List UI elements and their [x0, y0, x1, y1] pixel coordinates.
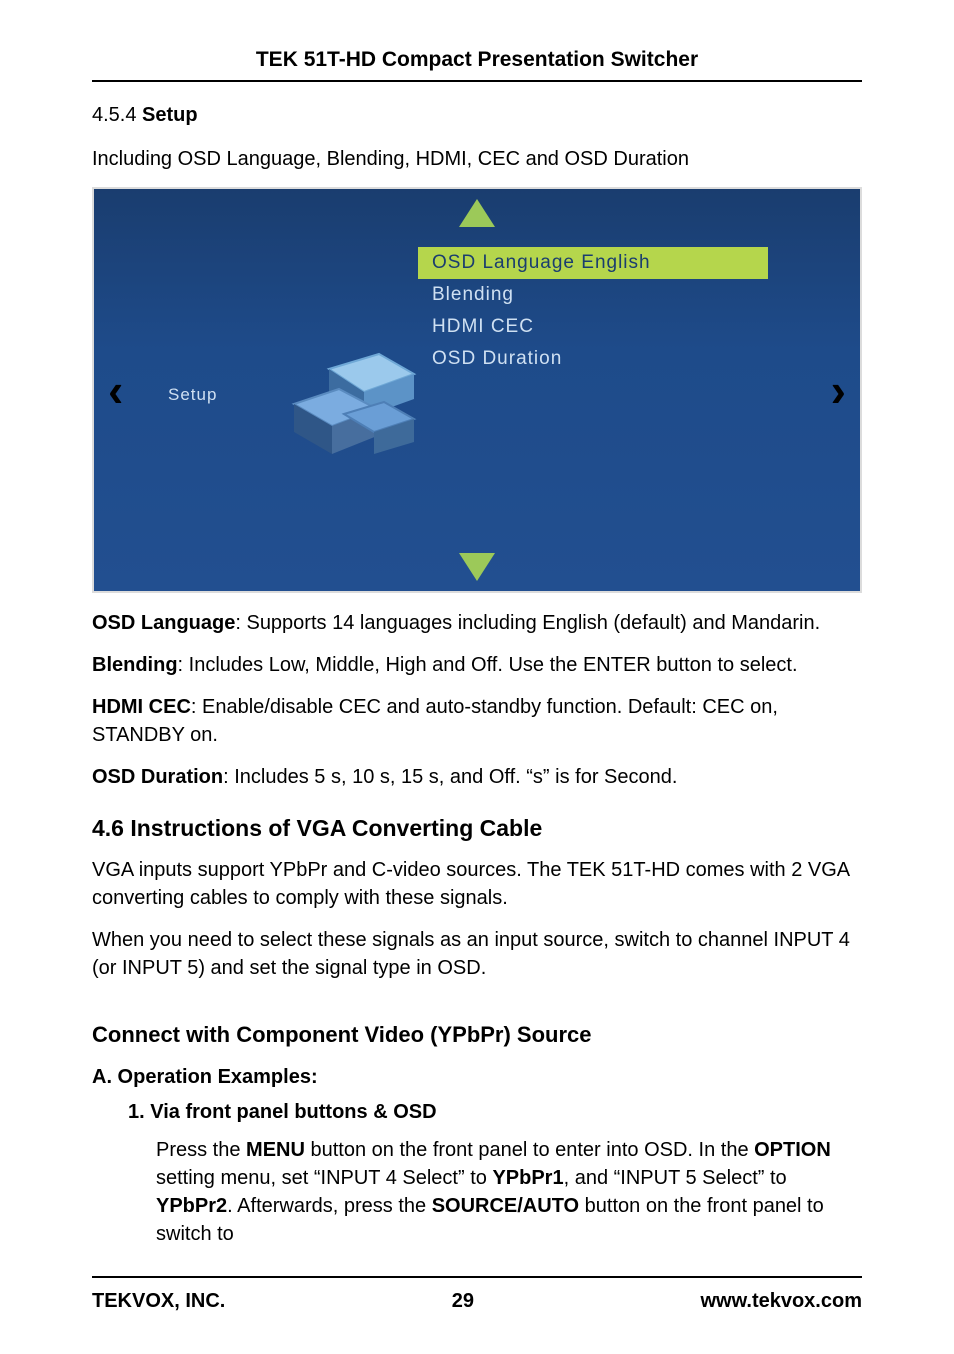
list-1-source: SOURCE/AUTO	[432, 1195, 579, 1217]
osd-menu: OSD Language English Blending HDMI CEC O…	[418, 247, 768, 375]
desc-osd-language: OSD Language: Supports 14 languages incl…	[92, 609, 862, 637]
desc-hdmi-cec-text: : Enable/disable CEC and auto-standby fu…	[92, 696, 778, 746]
osd-screenshot: ‹ › Setup OSD Language English Blending …	[92, 187, 862, 593]
footer-right: www.tekvox.com	[700, 1290, 862, 1313]
arrow-right-icon: ›	[831, 363, 846, 417]
desc-osd-duration: OSD Duration: Includes 5 s, 10 s, 15 s, …	[92, 763, 862, 791]
arrow-up-icon	[459, 199, 495, 227]
desc-osd-language-label: OSD Language	[92, 612, 235, 634]
desc-hdmi-cec: HDMI CEC: Enable/disable CEC and auto-st…	[92, 693, 862, 749]
list-1-ypbpr1: YPbPr1	[492, 1167, 563, 1189]
list-1-mid1: button on the front panel to enter into …	[305, 1139, 754, 1161]
list-1-mid3: , and “INPUT 5 Select” to	[564, 1167, 787, 1189]
list-1-body: Press the MENU button on the front panel…	[156, 1136, 862, 1248]
osd-menu-item-hdmi-cec[interactable]: HDMI CEC	[418, 311, 768, 343]
section-intro: Including OSD Language, Blending, HDMI, …	[92, 145, 862, 173]
list-1: 1. Via front panel buttons & OSD	[128, 1101, 862, 1124]
list-1-mid4: . Afterwards, press the	[227, 1195, 432, 1217]
desc-blending: Blending: Includes Low, Middle, High and…	[92, 651, 862, 679]
list-a: A. Operation Examples:	[92, 1066, 862, 1089]
desc-blending-label: Blending	[92, 654, 178, 676]
page-footer: TEKVOX, INC. 29 www.tekvox.com	[92, 1276, 862, 1313]
list-1-mid2: setting menu, set “INPUT 4 Select” to	[156, 1167, 492, 1189]
osd-menu-item-osd-duration[interactable]: OSD Duration	[418, 343, 768, 375]
section-title: Setup	[142, 104, 198, 126]
list-1-option: OPTION	[754, 1139, 831, 1161]
arrow-left-icon: ‹	[108, 363, 123, 417]
osd-menu-item-blending[interactable]: Blending	[418, 279, 768, 311]
footer-left: TEKVOX, INC.	[92, 1290, 225, 1313]
osd-menu-item-language[interactable]: OSD Language English	[418, 247, 768, 279]
section-number: 4.5.4	[92, 104, 136, 126]
desc-osd-duration-label: OSD Duration	[92, 766, 223, 788]
section-4-6-p2: When you need to select these signals as…	[92, 926, 862, 982]
desc-hdmi-cec-label: HDMI CEC	[92, 696, 191, 718]
list-1-ypbpr2: YPbPr2	[156, 1195, 227, 1217]
osd-setup-label: Setup	[168, 385, 217, 405]
section-4-5-4: 4.5.4 Setup	[92, 104, 862, 127]
setup-icon	[274, 314, 424, 464]
list-1-menu: MENU	[246, 1139, 305, 1161]
footer-page-number: 29	[452, 1290, 474, 1313]
section-4-6-title: 4.6 Instructions of VGA Converting Cable	[92, 815, 862, 842]
desc-osd-language-text: : Supports 14 languages including Englis…	[235, 612, 820, 634]
arrow-down-icon	[459, 553, 495, 581]
list-1-pre: Press the	[156, 1139, 246, 1161]
desc-osd-duration-text: : Includes 5 s, 10 s, 15 s, and Off. “s”…	[223, 766, 677, 788]
connect-title: Connect with Component Video (YPbPr) Sou…	[92, 1022, 862, 1048]
section-4-6-p1: VGA inputs support YPbPr and C-video sou…	[92, 856, 862, 912]
desc-blending-text: : Includes Low, Middle, High and Off. Us…	[178, 654, 798, 676]
page-header-title: TEK 51T-HD Compact Presentation Switcher	[92, 48, 862, 82]
